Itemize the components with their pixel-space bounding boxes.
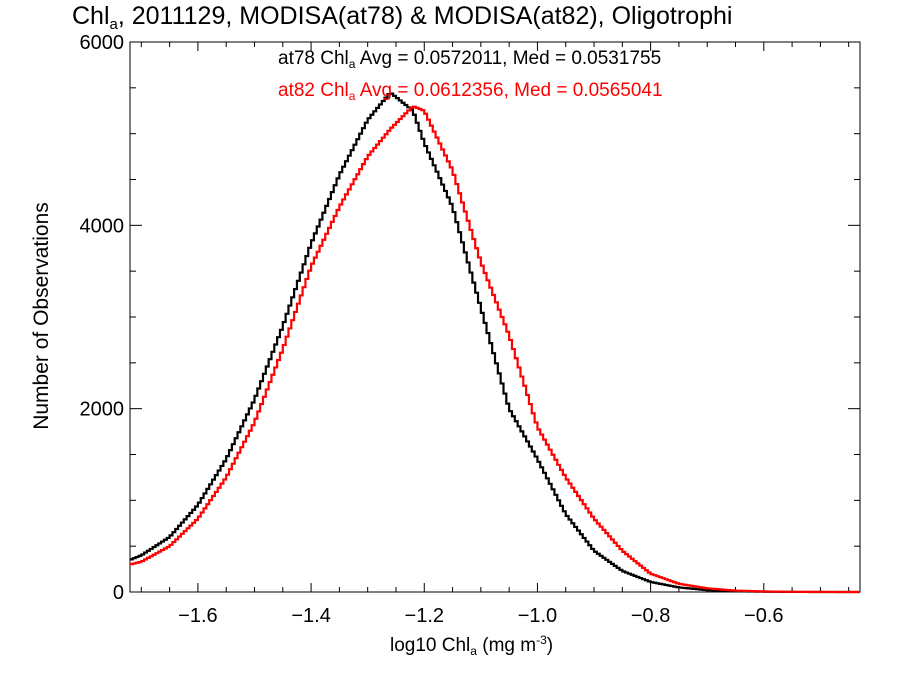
legend-entry-at82: at82 Chla Avg = 0.0612356, Med = 0.05650… <box>278 80 663 103</box>
plot-area: −1.6 −1.4 −1.2 −1.0 −0.8 −0.6 0 2000 4000 6000 <box>80 32 861 627</box>
y-tick-label: 6000 <box>80 32 125 54</box>
x-tick-label: −0.8 <box>631 605 670 627</box>
x-tick-label: −1.4 <box>291 605 330 627</box>
x-tick-label: −1.2 <box>405 605 444 627</box>
y-axis-label: Number of Observations <box>30 202 53 430</box>
x-axis-label: log10 Chla (mg m-3) <box>390 633 554 658</box>
x-tick-label: −1.6 <box>178 605 217 627</box>
plot-frame-border <box>129 41 861 593</box>
y-tick-label: 4000 <box>80 215 125 237</box>
chart-title: Chla, 2011129, MODISA(at78) & MODISA(at8… <box>72 2 733 33</box>
legend-entry-at78: at78 Chla Avg = 0.0572011, Med = 0.05317… <box>278 48 662 71</box>
x-tick-label: −0.6 <box>744 605 783 627</box>
y-tick-label: 2000 <box>80 399 125 421</box>
x-tick-label: −1.0 <box>518 605 557 627</box>
series-line-at82 <box>130 105 860 594</box>
y-tick-label: 0 <box>113 582 124 604</box>
series-line-at78 <box>130 92 860 594</box>
